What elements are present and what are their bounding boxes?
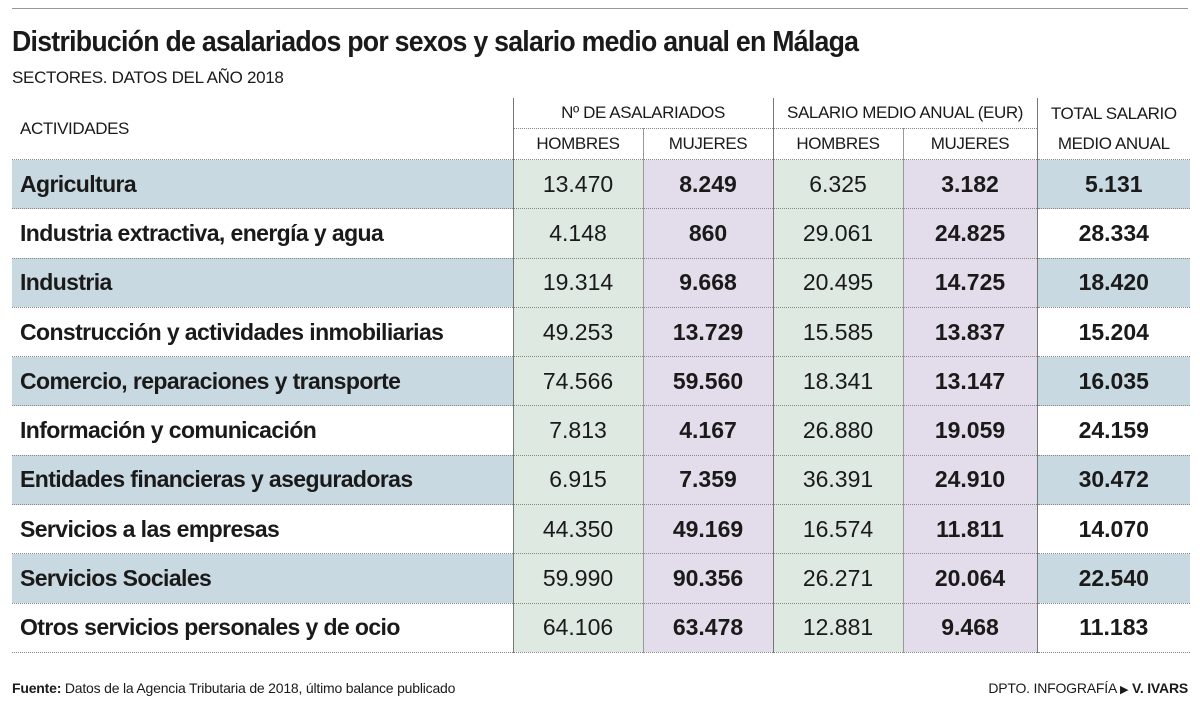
table-row: Entidades financieras y aseguradoras 6.91… xyxy=(12,455,1191,506)
asalariados-mujeres: 8.249 xyxy=(642,159,773,210)
total-salario: 18.420 xyxy=(1036,258,1191,308)
table-row: Agricultura 13.470 8.249 6.325 3.182 5.131 xyxy=(12,159,1191,210)
salario-hombres: 20.495 xyxy=(772,258,903,308)
salario-mujeres: 13.837 xyxy=(902,307,1038,358)
salario-mujeres: 24.910 xyxy=(902,455,1038,506)
salario-mujeres: 11.811 xyxy=(902,504,1038,555)
header-actividades: ACTIVIDADES xyxy=(12,98,514,160)
table-row: Servicios Sociales 59.990 90.356 26.271 20.0… xyxy=(12,553,1191,604)
table-row: Industria extractiva, energía y agua 4.14… xyxy=(12,208,1191,259)
salario-mujeres: 13.147 xyxy=(902,356,1038,407)
total-salario: 5.131 xyxy=(1036,159,1191,210)
total-salario: 30.472 xyxy=(1036,455,1191,506)
asalariados-hombres: 19.314 xyxy=(512,258,643,308)
source-label: Fuente: xyxy=(12,680,62,696)
salario-mujeres: 20.064 xyxy=(902,553,1038,604)
subtitle: SECTORES. DATOS DEL AÑO 2018 xyxy=(12,68,284,87)
activity-label: Servicios a las empresas xyxy=(12,504,514,555)
top-rule xyxy=(12,8,1188,9)
salario-hombres: 36.391 xyxy=(772,455,903,506)
asalariados-mujeres: 4.167 xyxy=(642,405,773,456)
asalariados-mujeres: 860 xyxy=(642,208,773,259)
salario-mujeres: 9.468 xyxy=(902,603,1038,653)
credit-dept: DPTO. INFOGRAFÍA xyxy=(988,680,1117,696)
table-row: Servicios a las empresas 44.350 49.169 16.5… xyxy=(12,504,1191,555)
total-salario: 14.070 xyxy=(1036,504,1191,555)
asalariados-hombres: 64.106 xyxy=(512,603,643,653)
header-salario: SALARIO MEDIO ANUAL (EUR) xyxy=(772,98,1038,129)
data-table: ACTIVIDADES Nº DE ASALARIADOS SALARIO ME… xyxy=(12,98,1191,653)
asalariados-hombres: 4.148 xyxy=(512,208,643,259)
activity-label: Información y comunicación xyxy=(12,405,514,456)
salario-hombres: 15.585 xyxy=(772,307,903,358)
header-asalariados: Nº DE ASALARIADOS xyxy=(512,98,773,129)
salario-mujeres: 19.059 xyxy=(902,405,1038,456)
salario-hombres: 16.574 xyxy=(772,504,903,555)
asalariados-hombres: 59.990 xyxy=(512,553,643,604)
asalariados-mujeres: 90.356 xyxy=(642,553,773,604)
activity-label: Entidades financieras y aseguradoras xyxy=(12,455,514,506)
salario-mujeres: 14.725 xyxy=(902,258,1038,308)
asalariados-mujeres: 49.169 xyxy=(642,504,773,555)
asalariados-mujeres: 7.359 xyxy=(642,455,773,506)
table-row: Información y comunicación 7.813 4.167 26.8… xyxy=(12,405,1191,456)
header-sal-mujeres: MUJERES xyxy=(902,128,1038,160)
source-note: Fuente: Datos de la Agencia Tributaria d… xyxy=(12,680,455,696)
asalariados-hombres: 44.350 xyxy=(512,504,643,555)
salario-mujeres: 3.182 xyxy=(902,159,1038,210)
credit: DPTO. INFOGRAFÍA ▶ V. IVARS xyxy=(988,680,1188,696)
triangle-icon: ▶ xyxy=(1120,684,1129,696)
header-asal-hombres: HOMBRES xyxy=(512,128,643,160)
header-sal-hombres: HOMBRES xyxy=(772,128,903,160)
salario-hombres: 26.271 xyxy=(772,553,903,604)
table-row: Industria 19.314 9.668 20.495 14.725 18.420 xyxy=(12,258,1191,308)
salario-hombres: 29.061 xyxy=(772,208,903,259)
total-salario: 16.035 xyxy=(1036,356,1191,407)
page-title: Distribución de asalariados por sexos y … xyxy=(12,26,859,58)
salario-mujeres: 24.825 xyxy=(902,208,1038,259)
salario-hombres: 6.325 xyxy=(772,159,903,210)
asalariados-hombres: 74.566 xyxy=(512,356,643,407)
header-total: TOTAL SALARIO MEDIO ANUAL xyxy=(1036,98,1191,160)
total-salario: 15.204 xyxy=(1036,307,1191,358)
credit-author: V. IVARS xyxy=(1132,680,1188,696)
activity-label: Otros servicios personales y de ocio xyxy=(12,603,514,653)
total-salario: 11.183 xyxy=(1036,603,1191,653)
activity-label: Comercio, reparaciones y transporte xyxy=(12,356,514,407)
asalariados-hombres: 13.470 xyxy=(512,159,643,210)
asalariados-mujeres: 13.729 xyxy=(642,307,773,358)
asalariados-mujeres: 9.668 xyxy=(642,258,773,308)
activity-label: Industria extractiva, energía y agua xyxy=(12,208,514,259)
total-salario: 24.159 xyxy=(1036,405,1191,456)
activity-label: Agricultura xyxy=(12,159,514,210)
total-salario: 28.334 xyxy=(1036,208,1191,259)
asalariados-mujeres: 63.478 xyxy=(642,603,773,653)
asalariados-hombres: 49.253 xyxy=(512,307,643,358)
salario-hombres: 18.341 xyxy=(772,356,903,407)
header-total-text: TOTAL SALARIO MEDIO ANUAL xyxy=(1050,103,1177,153)
salario-hombres: 12.881 xyxy=(772,603,903,653)
salario-hombres: 26.880 xyxy=(772,405,903,456)
activity-label: Servicios Sociales xyxy=(12,553,514,604)
activity-label: Industria xyxy=(12,258,514,308)
activity-label: Construcción y actividades inmobiliarias xyxy=(12,307,514,358)
source-text: Datos de la Agencia Tributaria de 2018, … xyxy=(61,680,456,696)
table-row: Construcción y actividades inmobiliarias… xyxy=(12,307,1191,358)
asalariados-hombres: 6.915 xyxy=(512,455,643,506)
asalariados-mujeres: 59.560 xyxy=(642,356,773,407)
asalariados-hombres: 7.813 xyxy=(512,405,643,456)
table-row: Otros servicios personales y de ocio 64.1… xyxy=(12,603,1191,653)
table-row: Comercio, reparaciones y transporte 74.56… xyxy=(12,356,1191,407)
total-salario: 22.540 xyxy=(1036,553,1191,604)
header-asal-mujeres: MUJERES xyxy=(642,128,773,160)
